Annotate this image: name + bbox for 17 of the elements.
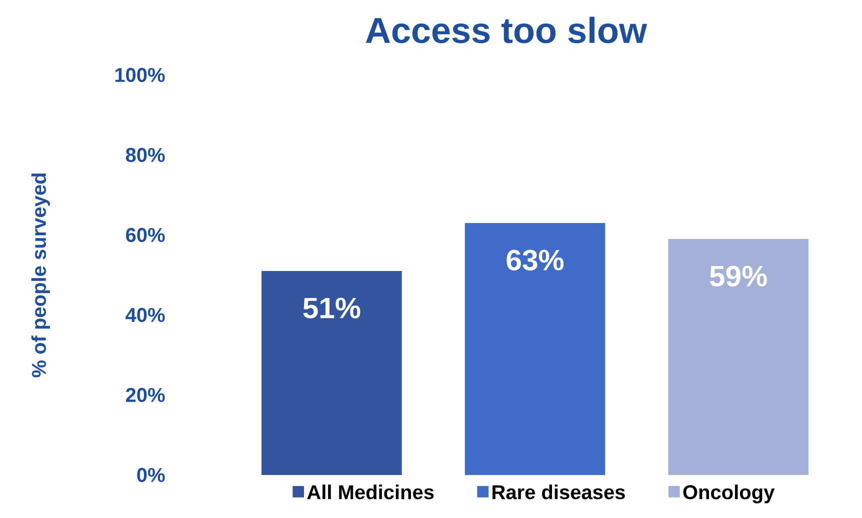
legend-label: Rare diseases [492,484,625,500]
data-label: 63% [506,250,564,271]
y-tick-label: 0% [137,468,165,482]
y-tick-label: 60% [126,228,165,242]
y-tick-label: 100% [115,68,165,82]
legend-label: All Medicines [307,484,434,500]
bar [668,238,808,475]
data-label: 51% [303,298,360,318]
y-tick-label: 20% [126,388,165,402]
y-tick-label: 80% [126,148,165,162]
data-label: 59% [710,266,767,286]
y-axis-title: % of people surveyed [31,174,50,378]
chart-title: Access too slow [366,16,648,44]
y-tick-label: 40% [126,308,165,322]
bar [464,223,606,475]
bar [262,270,402,475]
legend-label: Oncology [683,484,775,504]
